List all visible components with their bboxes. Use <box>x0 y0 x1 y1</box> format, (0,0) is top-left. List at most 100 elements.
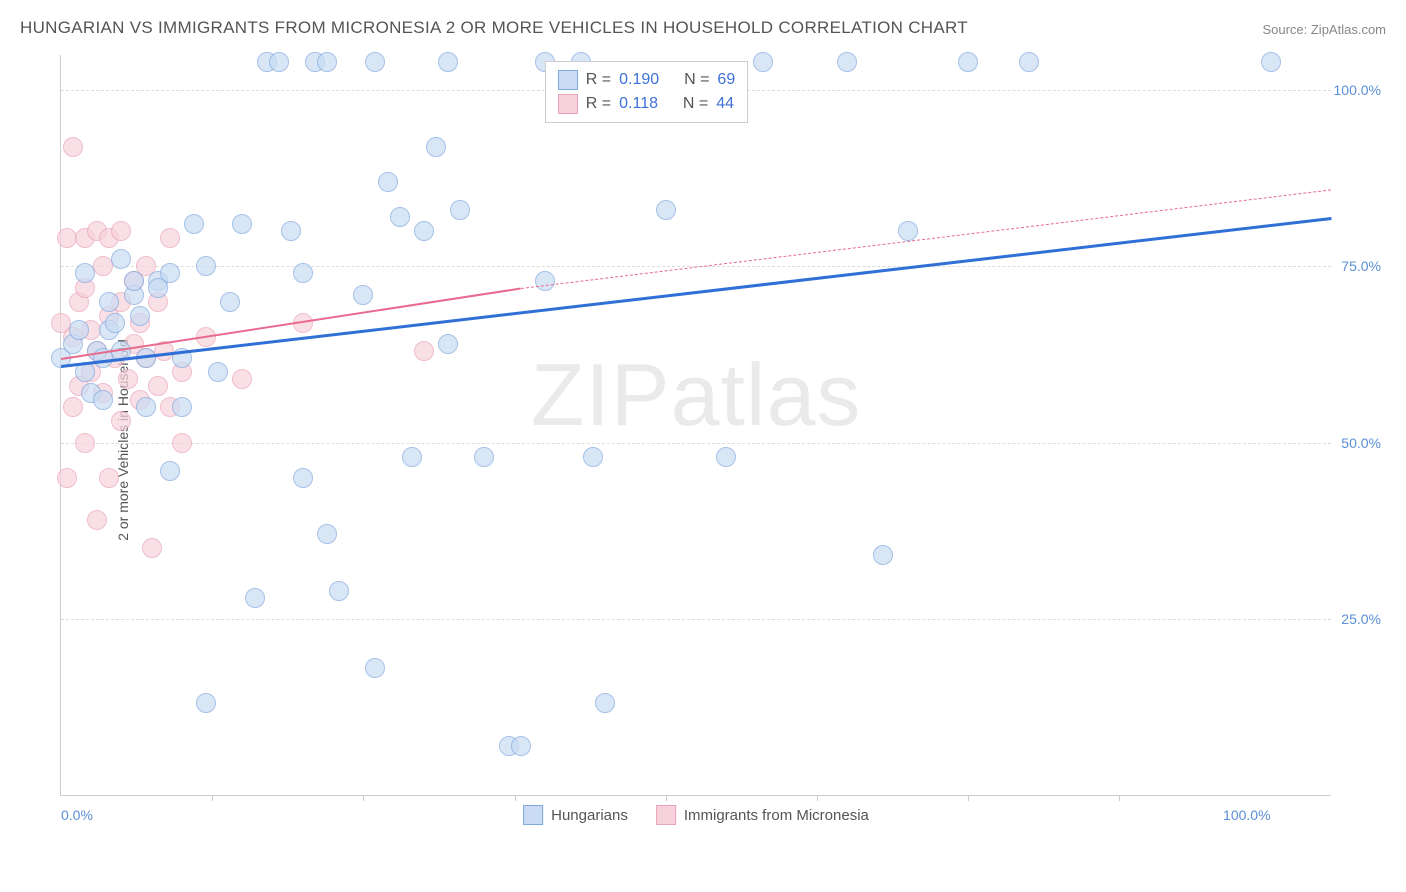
scatter-point-blue <box>837 52 857 72</box>
x-tick-label: 0.0% <box>61 807 93 823</box>
scatter-point-pink <box>63 137 83 157</box>
legend-row: R =0.118 N =44 <box>558 92 735 116</box>
watermark-thin: atlas <box>671 345 862 444</box>
scatter-point-blue <box>160 461 180 481</box>
legend-series: Hungarians Immigrants from Micronesia <box>523 805 869 825</box>
scatter-point-blue <box>245 588 265 608</box>
legend-row: R =0.190 N =69 <box>558 68 735 92</box>
scatter-point-pink <box>148 376 168 396</box>
scatter-point-blue <box>208 362 228 382</box>
scatter-point-pink <box>57 228 77 248</box>
y-tick-label: 25.0% <box>1341 611 1381 627</box>
legend-label: Hungarians <box>551 807 628 824</box>
scatter-point-pink <box>87 510 107 530</box>
scatter-point-blue <box>99 292 119 312</box>
scatter-point-blue <box>160 263 180 283</box>
gridline-horizontal <box>61 443 1331 444</box>
scatter-point-blue <box>69 320 89 340</box>
scatter-point-blue <box>716 447 736 467</box>
scatter-point-pink <box>172 433 192 453</box>
scatter-point-blue <box>474 447 494 467</box>
regression-pink-ext <box>521 189 1331 289</box>
x-minor-tick <box>968 795 969 801</box>
scatter-point-blue <box>583 447 603 467</box>
legend-swatch <box>558 94 578 114</box>
scatter-point-blue <box>378 172 398 192</box>
scatter-point-blue <box>293 263 313 283</box>
scatter-point-blue <box>220 292 240 312</box>
scatter-point-pink <box>111 221 131 241</box>
scatter-point-blue <box>184 214 204 234</box>
scatter-point-blue <box>958 52 978 72</box>
legend-item: Immigrants from Micronesia <box>656 805 869 825</box>
scatter-point-pink <box>160 228 180 248</box>
scatter-point-blue <box>329 581 349 601</box>
x-minor-tick <box>515 795 516 801</box>
scatter-point-blue <box>232 214 252 234</box>
scatter-point-blue <box>281 221 301 241</box>
x-minor-tick <box>666 795 667 801</box>
scatter-point-blue <box>450 200 470 220</box>
legend-swatch <box>656 805 676 825</box>
legend-correlation: R =0.190 N =69R =0.118 N =44 <box>545 61 748 123</box>
legend-swatch <box>558 70 578 90</box>
x-tick-label: 100.0% <box>1223 807 1270 823</box>
scatter-plot: ZIPatlas 25.0%50.0%75.0%100.0%0.0%100.0%… <box>60 55 1331 796</box>
regression-blue <box>61 217 1331 367</box>
scatter-point-pink <box>93 256 113 276</box>
chart-title: HUNGARIAN VS IMMIGRANTS FROM MICRONESIA … <box>20 18 968 38</box>
scatter-point-pink <box>142 538 162 558</box>
scatter-point-pink <box>57 468 77 488</box>
x-minor-tick <box>363 795 364 801</box>
chart-area: 2 or more Vehicles in Household ZIPatlas… <box>60 55 1380 825</box>
scatter-point-blue <box>293 468 313 488</box>
scatter-point-blue <box>93 390 113 410</box>
scatter-point-blue <box>105 313 125 333</box>
scatter-point-blue <box>317 52 337 72</box>
x-minor-tick <box>1119 795 1120 801</box>
scatter-point-blue <box>438 334 458 354</box>
scatter-point-pink <box>232 369 252 389</box>
legend-swatch <box>523 805 543 825</box>
scatter-point-pink <box>99 468 119 488</box>
scatter-point-blue <box>414 221 434 241</box>
scatter-point-blue <box>365 52 385 72</box>
scatter-point-pink <box>63 397 83 417</box>
scatter-point-blue <box>75 263 95 283</box>
scatter-point-blue <box>753 52 773 72</box>
scatter-point-blue <box>656 200 676 220</box>
y-tick-label: 50.0% <box>1341 435 1381 451</box>
x-minor-tick <box>817 795 818 801</box>
scatter-point-blue <box>317 524 337 544</box>
x-minor-tick <box>212 795 213 801</box>
scatter-point-blue <box>196 693 216 713</box>
scatter-point-blue <box>511 736 531 756</box>
scatter-point-blue <box>438 52 458 72</box>
scatter-point-blue <box>136 397 156 417</box>
scatter-point-blue <box>402 447 422 467</box>
scatter-point-blue <box>1019 52 1039 72</box>
legend-item: Hungarians <box>523 805 628 825</box>
gridline-horizontal <box>61 619 1331 620</box>
scatter-point-pink <box>118 369 138 389</box>
scatter-point-blue <box>172 397 192 417</box>
scatter-point-blue <box>196 256 216 276</box>
y-tick-label: 75.0% <box>1341 258 1381 274</box>
scatter-point-blue <box>130 306 150 326</box>
scatter-point-blue <box>269 52 289 72</box>
scatter-point-blue <box>898 221 918 241</box>
scatter-point-blue <box>873 545 893 565</box>
scatter-point-blue <box>390 207 410 227</box>
scatter-point-blue <box>111 249 131 269</box>
scatter-point-pink <box>111 411 131 431</box>
watermark: ZIPatlas <box>531 344 862 446</box>
y-tick-label: 100.0% <box>1334 82 1381 98</box>
source-attribution: Source: ZipAtlas.com <box>1262 22 1386 37</box>
scatter-point-blue <box>426 137 446 157</box>
scatter-point-blue <box>1261 52 1281 72</box>
scatter-point-pink <box>75 433 95 453</box>
legend-label: Immigrants from Micronesia <box>684 807 869 824</box>
scatter-point-blue <box>535 271 555 291</box>
scatter-point-blue <box>365 658 385 678</box>
scatter-point-blue <box>353 285 373 305</box>
